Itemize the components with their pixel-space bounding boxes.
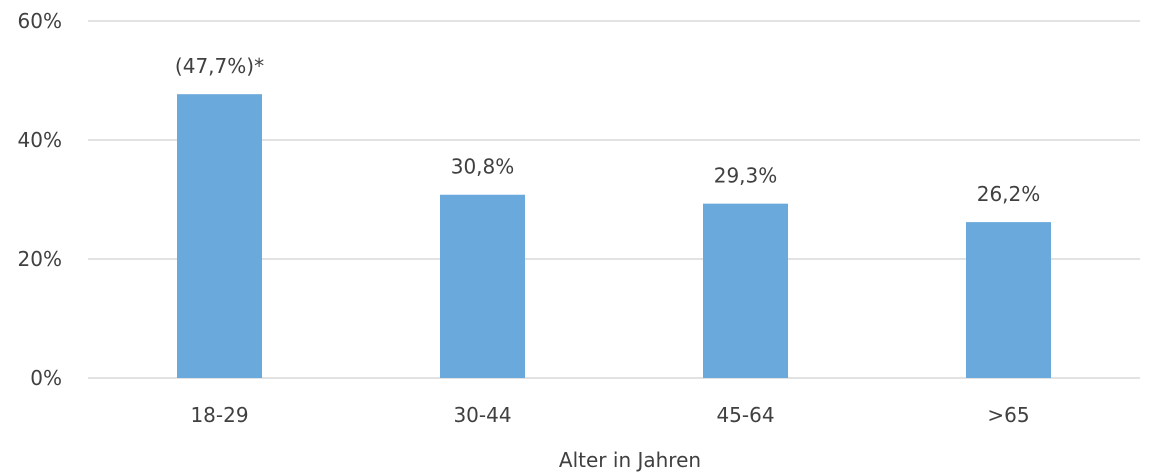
bar-2 (440, 194, 525, 378)
x-tick-label: 30-44 (453, 403, 511, 427)
x-tick-label: 18-29 (190, 403, 248, 427)
data-label: 30,8% (451, 155, 515, 179)
y-tick-label: 0% (30, 366, 62, 390)
x-axis-ticks: 18-29 30-44 45-64 >65 (190, 403, 1029, 427)
bars (177, 94, 1051, 378)
x-axis-label: Alter in Jahren (559, 448, 701, 472)
bar-4 (966, 222, 1051, 378)
bar-3 (703, 203, 788, 378)
y-tick-label: 60% (18, 9, 62, 33)
y-axis-ticks: 0% 20% 40% 60% (18, 9, 62, 390)
y-tick-label: 40% (18, 128, 62, 152)
data-label: 29,3% (714, 164, 778, 188)
gridlines (88, 20, 1140, 379)
data-label: (47,7%)* (175, 54, 264, 78)
x-tick-label: >65 (987, 403, 1029, 427)
bar-1 (177, 94, 262, 378)
data-labels: (47,7%)* 30,8% 29,3% 26,2% (175, 54, 1040, 206)
x-tick-label: 45-64 (716, 403, 774, 427)
y-tick-label: 20% (18, 247, 62, 271)
data-label: 26,2% (977, 182, 1041, 206)
